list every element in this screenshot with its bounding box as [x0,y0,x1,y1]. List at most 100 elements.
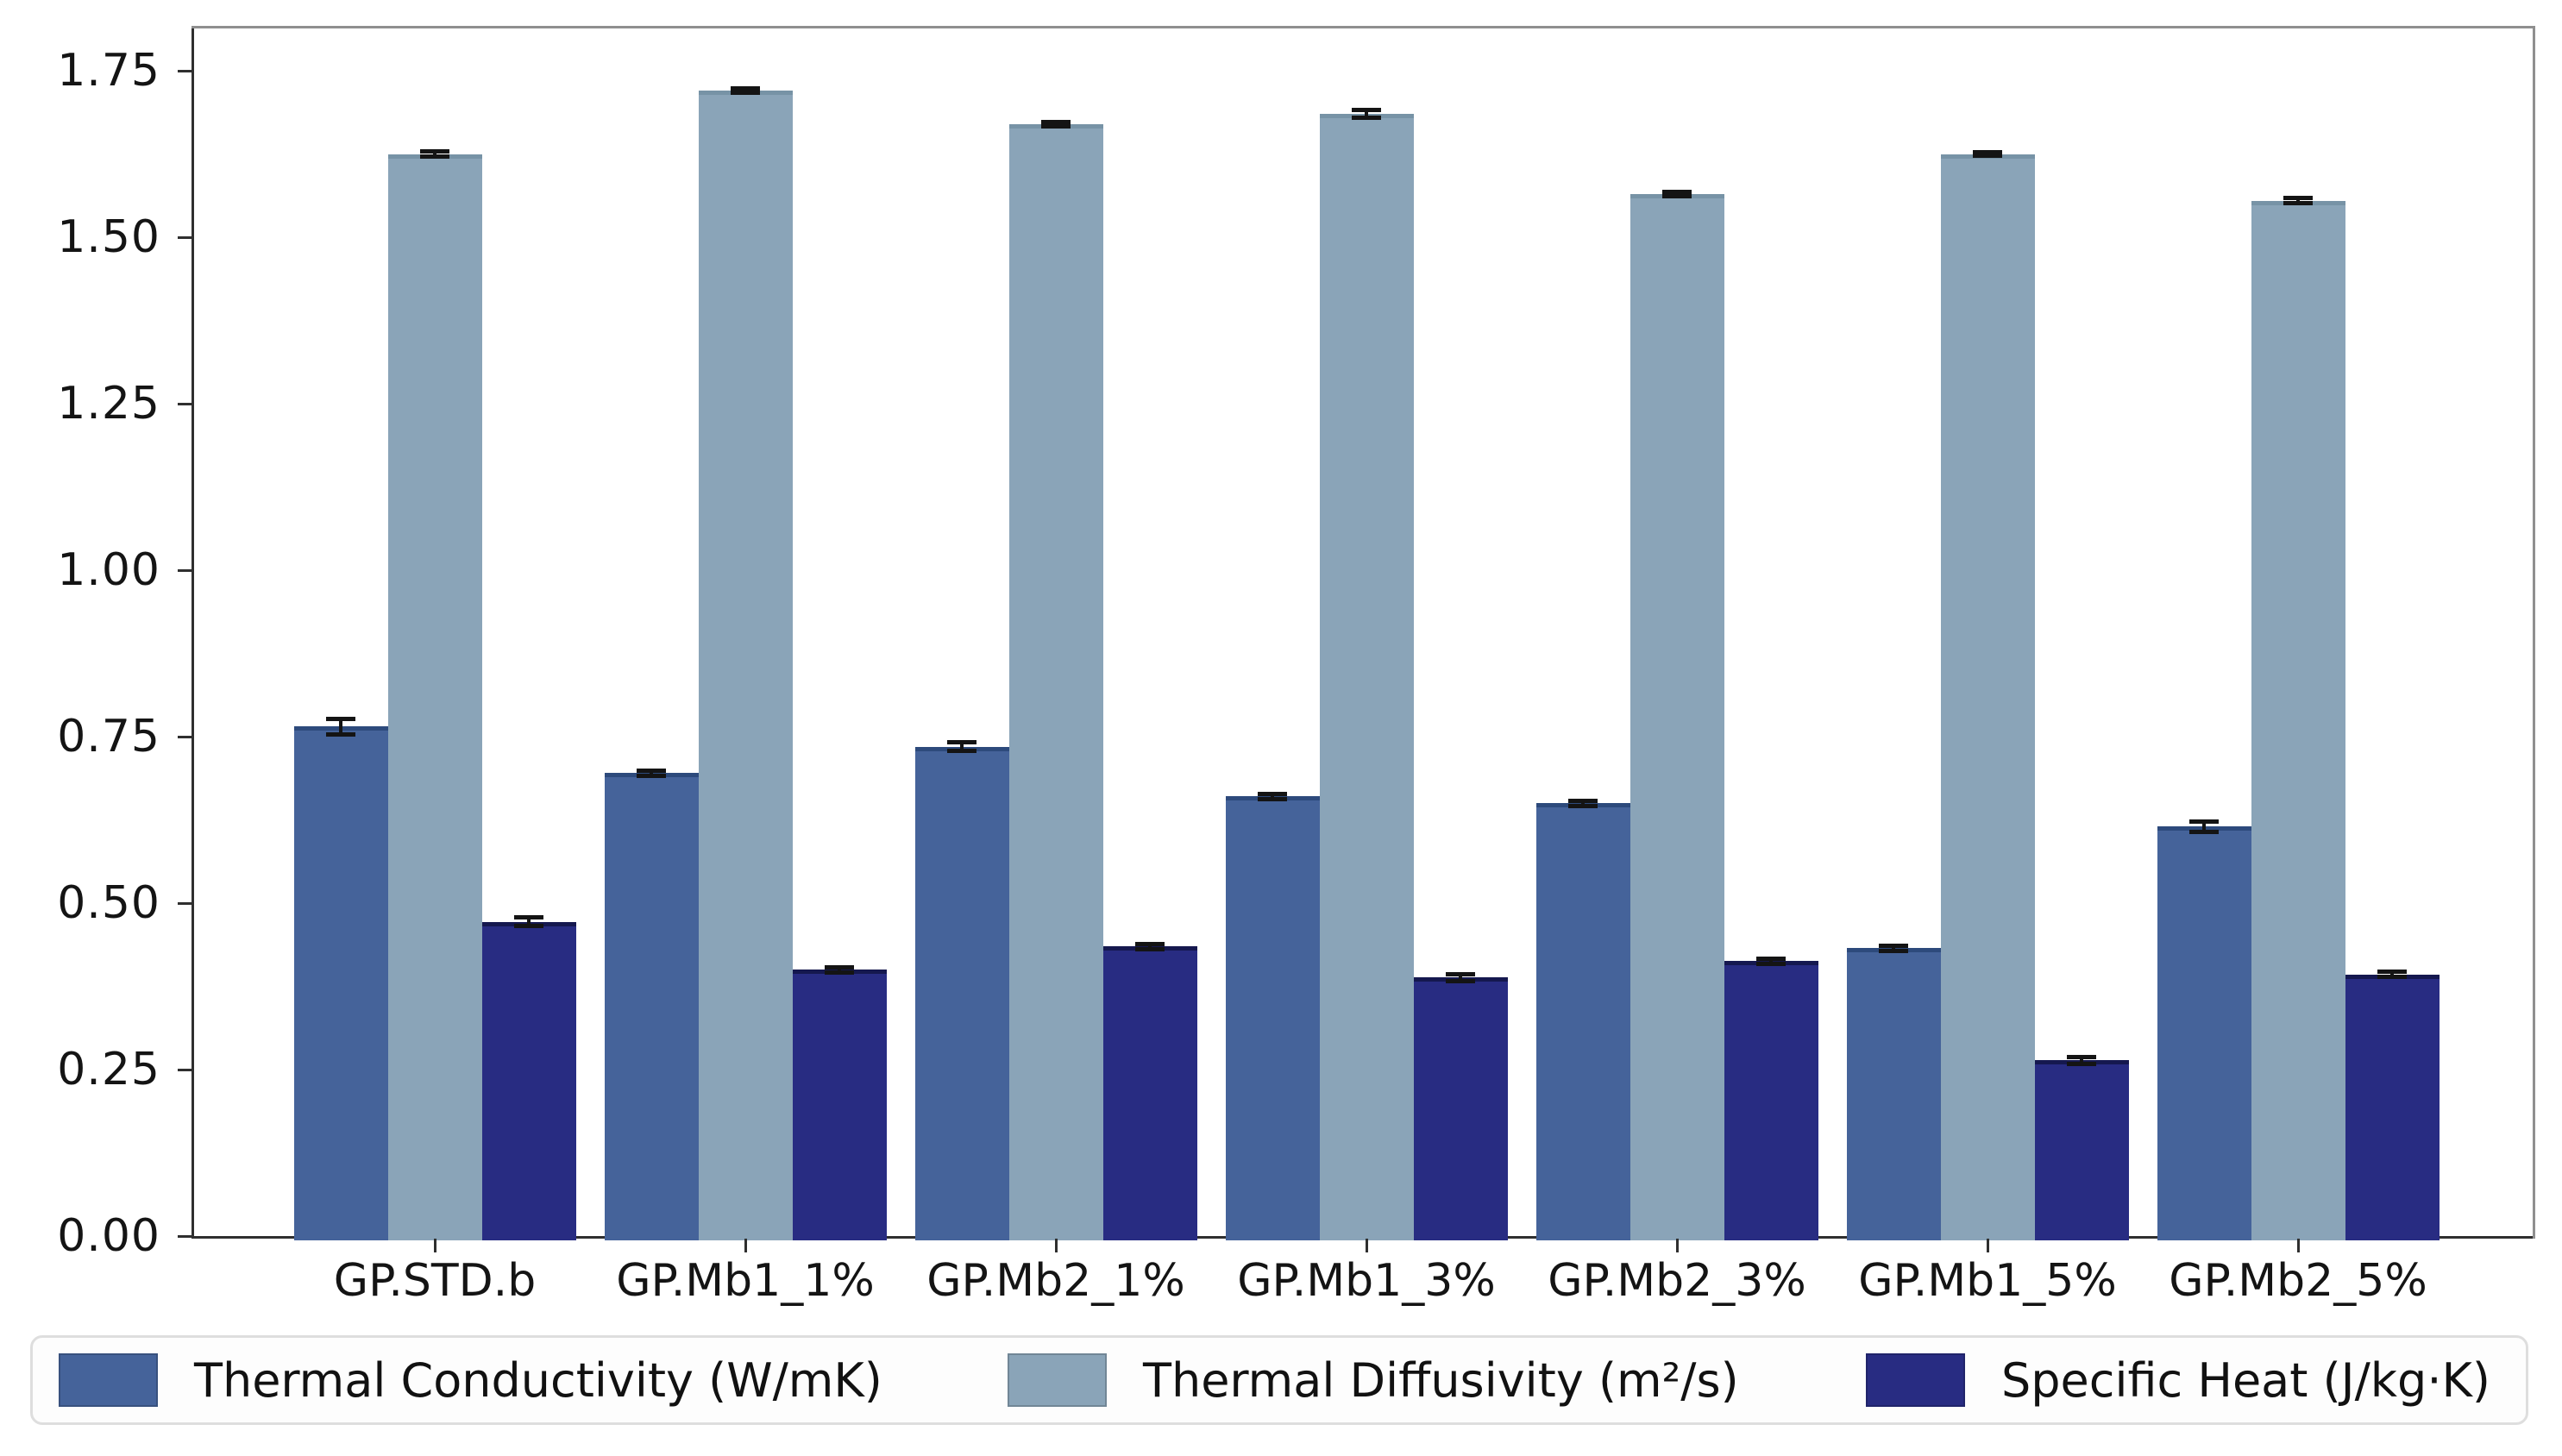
error-bar-cap [326,732,355,737]
error-bar-cap [1879,949,1908,954]
legend-label: Specific Heat (J/kg·K) [2001,1352,2490,1408]
bar-GP.STD.b-series-2 [481,921,576,1240]
x-tick-mark [1987,1239,1989,1252]
error-bar-cap [2067,1061,2096,1066]
y-tick-mark [178,1069,192,1071]
error-bar-cap [1135,941,1165,946]
bar-GP.Mb1_3%-series-0 [1225,796,1320,1240]
error-bar-cap [1756,956,1786,961]
x-tick-mark [1055,1239,1058,1252]
bar-GP.Mb2_1%-series-1 [1008,123,1103,1240]
bar-GP.STD.b-series-0 [293,726,388,1240]
error-bar [650,770,653,776]
error-bar-cap [2189,819,2219,824]
error-bar-cap [1258,797,1287,802]
error-bar [960,742,964,751]
error-bar-cap [637,768,666,773]
error-bar-cap [947,748,976,753]
y-tick-label: 0.75 [57,711,160,763]
error-bar-cap [731,86,760,91]
x-tick-mark [2297,1239,2300,1252]
error-bar-cap [1973,154,2002,159]
legend-item-0: Thermal Conductivity (W/mK) [59,1338,882,1422]
x-tick-mark [744,1239,747,1252]
error-bar-cap [2283,201,2313,206]
y-tick-mark [178,569,192,572]
bar-GP.Mb2_1%-series-2 [1102,946,1197,1240]
error-bar [1365,110,1368,118]
bar-GP.Mb1_5%-series-1 [1940,154,2035,1240]
error-bar-cap [825,964,854,970]
error-bar-cap [731,90,760,95]
error-bar [1892,945,1895,951]
x-tick-label: GP.Mb2_1% [926,1255,1185,1307]
error-bar [1148,944,1152,950]
y-tick-mark [178,736,192,738]
x-tick-mark [1366,1239,1368,1252]
bar-GP.Mb2_3%-series-2 [1724,961,1818,1240]
y-tick-label: 0.25 [57,1044,160,1095]
error-bar-cap [2377,975,2407,980]
error-bar-cap [1352,116,1381,121]
error-bar-cap [1568,798,1598,803]
y-tick-mark [178,902,192,905]
error-bar-cap [1446,972,1475,977]
bar-GP.Mb1_5%-series-2 [2034,1060,2129,1240]
error-bar-cap [2189,829,2219,834]
bar-GP.Mb1_1%-series-1 [698,91,793,1240]
bar-GP.Mb2_5%-series-0 [2157,826,2251,1240]
legend: Thermal Conductivity (W/mK) Thermal Diffu… [30,1335,2528,1425]
error-bar-cap [1662,190,1692,194]
error-bar-cap [2283,195,2313,200]
error-bar [2080,1057,2083,1064]
x-tick-label: GP.Mb1_5% [1858,1255,2117,1307]
error-bar [2390,971,2394,977]
x-tick-label: GP.Mb2_5% [2169,1255,2427,1307]
error-bar-cap [2377,970,2407,975]
error-bar [527,917,531,926]
y-tick-label: 1.75 [57,45,160,97]
bar-GP.Mb1_1%-series-0 [604,773,699,1240]
bar-GP.STD.b-series-1 [387,154,482,1240]
bar-GP.Mb2_5%-series-1 [2251,200,2345,1240]
x-tick-label: GP.Mb1_1% [616,1255,875,1307]
error-bar-cap [2067,1054,2096,1059]
error-bar-cap [947,740,976,745]
error-bar-cap [1041,119,1071,124]
error-bar-cap [420,154,449,160]
error-bar [2296,198,2300,204]
error-bar [1581,800,1585,806]
legend-swatch-icon [1866,1353,1965,1407]
error-bar-cap [1352,108,1381,113]
error-bar [339,719,342,735]
y-tick-label: 1.25 [57,378,160,430]
bar-GP.Mb2_5%-series-2 [2345,974,2440,1240]
legend-item-1: Thermal Diffusivity (m²/s) [1008,1338,1739,1422]
legend-swatch-icon [59,1353,158,1407]
bar-GP.Mb1_3%-series-2 [1413,977,1508,1240]
error-bar [433,151,436,157]
legend-label: Thermal Conductivity (W/mK) [194,1352,882,1408]
bar-GP.Mb1_3%-series-1 [1319,114,1414,1240]
error-bar-cap [825,970,854,975]
error-bar-cap [420,148,449,154]
error-bar-cap [1258,791,1287,796]
error-bar-cap [1135,946,1165,951]
x-tick-label: GP.Mb2_3% [1548,1255,1806,1307]
error-bar-cap [1662,193,1692,198]
x-tick-label: GP.Mb1_3% [1237,1255,1496,1307]
error-bar-cap [1041,123,1071,129]
error-bar-cap [1973,149,2002,154]
error-bar-cap [514,923,543,928]
error-bar [1459,974,1462,982]
legend-item-2: Specific Heat (J/kg·K) [1866,1338,2490,1422]
bar-GP.Mb2_3%-series-0 [1535,803,1630,1240]
error-bar-cap [514,915,543,920]
error-bar-cap [1446,978,1475,983]
bar-GP.Mb1_5%-series-0 [1846,948,1941,1240]
y-tick-label: 0.00 [57,1210,160,1262]
error-bar-cap [326,716,355,721]
x-tick-mark [1676,1239,1679,1252]
